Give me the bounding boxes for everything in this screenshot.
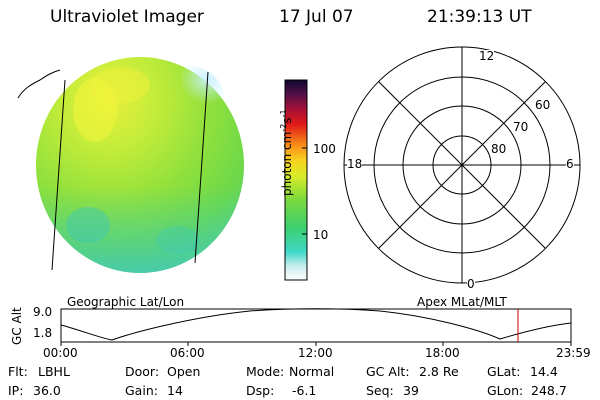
gain-value: 14 [167, 383, 183, 398]
gc-alt-key: GC Alt: [366, 364, 410, 379]
apex-mlat-mlt-label: Apex MLat/MLT [417, 295, 507, 309]
orbit-x-tick-2359: 23:59 [556, 346, 591, 360]
door-key: Door: [125, 364, 160, 379]
glon-key: GLon: [487, 383, 524, 398]
lat-label-80: 80 [491, 142, 507, 156]
image-time: 21:39:13 UT [427, 7, 532, 27]
mlt-label-6: 6 [566, 157, 574, 171]
seq-value: 39 [403, 383, 419, 398]
geographic-latlon-label: Geographic Lat/Lon [67, 295, 185, 309]
ip-key: IP: [8, 383, 24, 398]
dsp-key: Dsp: [246, 383, 275, 398]
mlt-label-12: 12 [479, 49, 495, 63]
colorbar-tick-10: 10 [313, 228, 329, 242]
instrument-title: Ultraviolet Imager [50, 7, 204, 27]
image-date: 17 Jul 07 [279, 7, 354, 27]
orbit-y-tick-min: 1.8 [33, 326, 53, 340]
lat-label-70: 70 [513, 120, 529, 134]
gc-alt-value: 2.8 Re [419, 364, 459, 379]
glat-value: 14.4 [530, 364, 558, 379]
door-value: Open [167, 364, 201, 379]
orbit-y-tick-max: 9.0 [33, 305, 53, 319]
seq-key: Seq: [366, 383, 394, 398]
mode-key: Mode: [246, 364, 285, 379]
gain-key: Gain: [125, 383, 158, 398]
orbit-x-tick-1200: 12:00 [298, 346, 333, 360]
lat-label-60: 60 [535, 98, 551, 112]
flt-key: Flt: [8, 364, 28, 379]
dsp-value: -6.1 [292, 383, 317, 398]
glat-key: GLat: [487, 364, 521, 379]
colorbar-tick-100: 100 [313, 142, 336, 156]
intensity-colorbar [284, 79, 308, 281]
orbit-x-tick-1800: 18:00 [425, 346, 460, 360]
mlt-label-18: 18 [347, 157, 363, 171]
orbit-x-tick-0600: 06:00 [170, 346, 205, 360]
orbit-x-tick-0000: 00:00 [43, 346, 78, 360]
flt-value: LBHL [38, 364, 70, 379]
glon-value: 248.7 [531, 383, 567, 398]
ip-value: 36.0 [33, 383, 61, 398]
mode-value: Normal [289, 364, 335, 379]
mlt-label-0: 0 [467, 277, 475, 291]
